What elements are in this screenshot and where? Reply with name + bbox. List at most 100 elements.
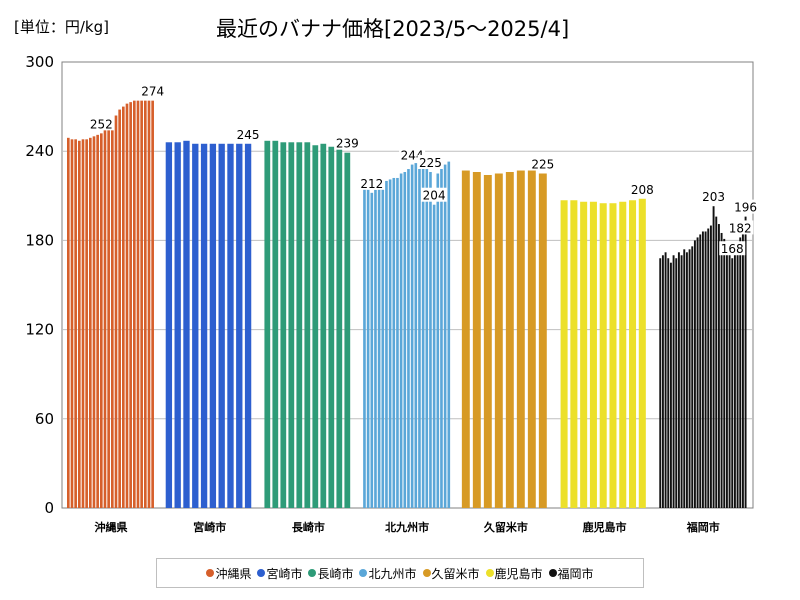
- bar: [377, 186, 381, 508]
- bar: [483, 174, 492, 509]
- data-label-bg: [732, 199, 759, 214]
- bar: [336, 148, 343, 509]
- data-label: 168: [721, 242, 744, 256]
- bar: [85, 139, 88, 508]
- bar: [374, 189, 377, 508]
- legend-label: 久留米市: [431, 566, 480, 581]
- bar: [560, 200, 568, 508]
- bar: [209, 143, 217, 508]
- bar: [133, 100, 136, 509]
- bar: [388, 179, 392, 508]
- bar: [396, 177, 399, 508]
- bar: [312, 145, 319, 508]
- data-label-bg: [88, 116, 115, 131]
- bar: [74, 139, 77, 508]
- bar: [685, 252, 688, 508]
- legend-label: 福岡市: [557, 566, 594, 581]
- bar: [741, 231, 744, 509]
- bar: [728, 249, 731, 508]
- data-label: 225: [531, 158, 554, 172]
- bar: [410, 164, 414, 508]
- bar: [107, 124, 110, 508]
- bar: [723, 238, 726, 508]
- x-tick-label: 沖縄県: [95, 520, 128, 534]
- legend-marker-icon: [422, 569, 431, 577]
- bar: [425, 169, 429, 509]
- bar: [704, 231, 707, 509]
- legend-item: 宮崎市: [257, 565, 302, 582]
- bar: [599, 203, 607, 509]
- legend-label: 長崎市: [317, 566, 354, 581]
- bar: [280, 142, 287, 508]
- legend-item: 北九州市: [359, 565, 417, 582]
- bar: [129, 102, 132, 508]
- bar: [103, 128, 107, 508]
- bar: [461, 170, 470, 508]
- bar: [664, 252, 667, 508]
- x-tick-label: 宮崎市: [193, 520, 226, 534]
- bar: [629, 200, 637, 508]
- bar: [421, 166, 425, 508]
- bar: [140, 100, 143, 509]
- bar: [744, 216, 747, 509]
- legend-item: 久留米市: [422, 565, 480, 582]
- bar: [272, 140, 279, 509]
- legend-label: 沖縄県: [215, 566, 252, 581]
- bar: [447, 161, 451, 509]
- legend-label: 北九州市: [368, 566, 417, 581]
- bar: [443, 164, 447, 508]
- unit-label: [単位：円/kg]: [14, 18, 109, 36]
- data-label: 208: [631, 183, 654, 197]
- legend-item: 長崎市: [308, 565, 353, 582]
- data-label: 274: [141, 85, 164, 99]
- bar: [580, 201, 588, 508]
- data-label-bg: [629, 181, 656, 196]
- bar: [436, 173, 440, 508]
- data-label-bg: [334, 135, 361, 150]
- x-tick-label: 久留米市: [484, 520, 528, 534]
- data-label: 239: [336, 137, 359, 151]
- data-label-bg: [719, 241, 746, 256]
- bar: [432, 204, 436, 508]
- bar: [320, 143, 327, 508]
- legend-marker-icon: [206, 569, 215, 577]
- bar: [125, 103, 129, 508]
- bar: [505, 172, 514, 508]
- bar: [192, 143, 199, 508]
- bar: [183, 140, 190, 509]
- x-tick-label: 福岡市: [686, 520, 720, 534]
- x-tick-label: 長崎市: [292, 520, 325, 534]
- legend-item: 福岡市: [548, 565, 594, 582]
- bar: [472, 172, 481, 508]
- bar: [527, 170, 536, 508]
- bar: [399, 173, 403, 508]
- bar: [659, 258, 662, 508]
- y-tick-label: 240: [25, 142, 54, 160]
- bar: [736, 243, 739, 508]
- data-label: 252: [90, 117, 113, 131]
- data-label: 203: [702, 190, 725, 204]
- legend-label: 宮崎市: [266, 566, 303, 581]
- data-label-bg: [421, 187, 448, 202]
- bar: [118, 109, 121, 508]
- y-tick-label: 60: [35, 410, 54, 428]
- bar: [147, 100, 151, 509]
- bar: [669, 262, 672, 508]
- bar: [78, 140, 81, 509]
- bar: [733, 252, 736, 508]
- bar: [136, 100, 140, 509]
- bar: [494, 173, 503, 508]
- data-label: 212: [360, 177, 383, 191]
- bar: [200, 143, 208, 508]
- bar: [366, 188, 370, 508]
- bar: [67, 137, 70, 508]
- bar: [619, 201, 627, 508]
- bar: [418, 164, 421, 508]
- bar: [244, 143, 252, 508]
- chart-plot: 0 60 120 180 240 300 沖縄県 宮崎市 長崎市 北九州市 久留米市 鹿児島市 福岡市 2…: [25, 53, 759, 534]
- bar: [370, 192, 374, 508]
- legend-marker-icon: [359, 569, 368, 577]
- bar: [715, 216, 718, 509]
- bar: [589, 201, 597, 508]
- bar: [609, 203, 617, 509]
